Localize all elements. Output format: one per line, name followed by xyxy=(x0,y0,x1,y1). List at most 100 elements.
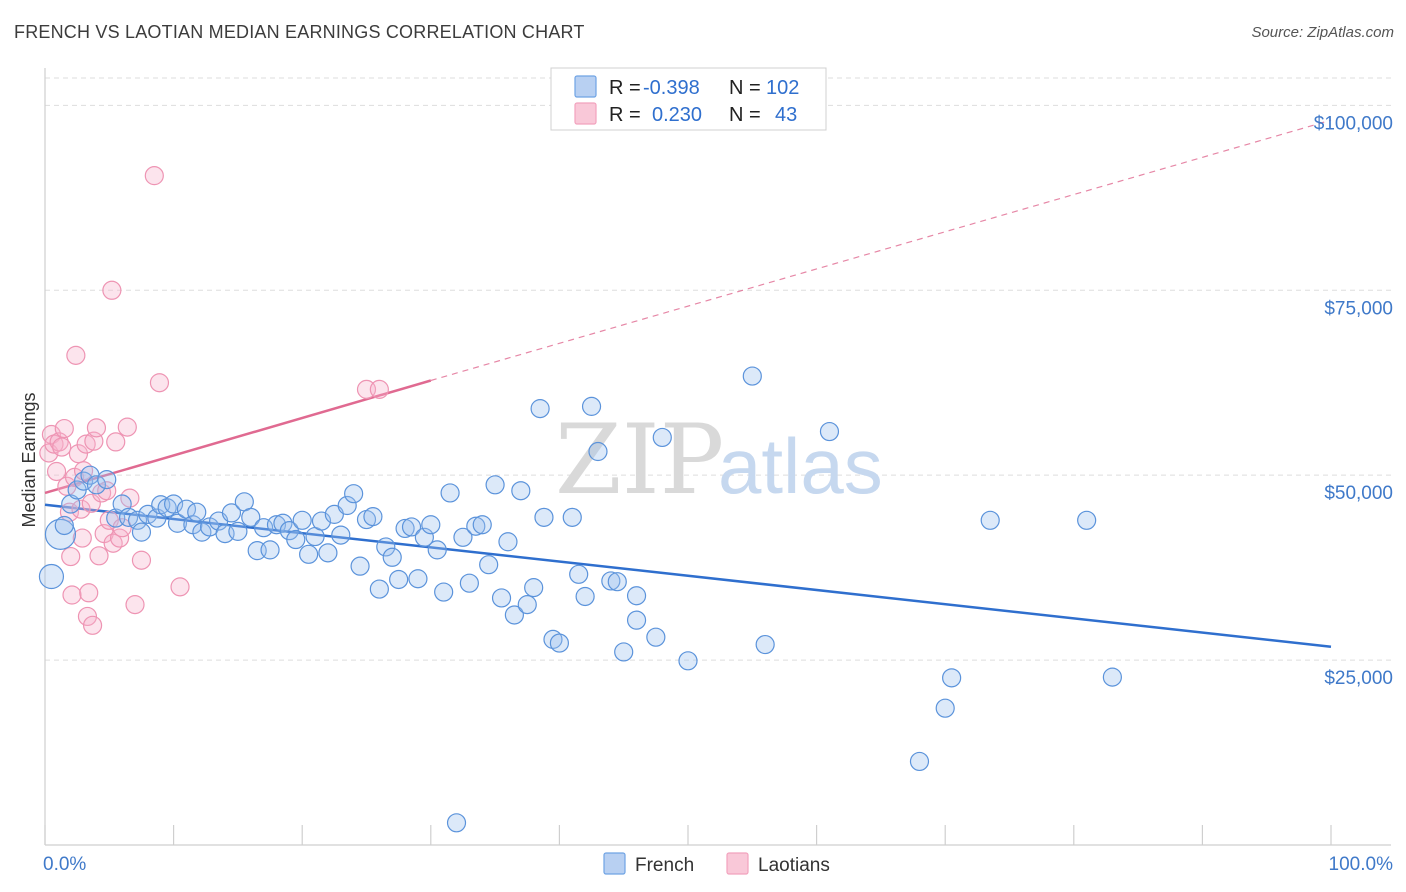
legend-r-label-french: R = xyxy=(609,77,641,99)
french-point-84 xyxy=(601,571,621,591)
french-point-30 xyxy=(241,507,261,527)
french-point-83 xyxy=(588,441,608,462)
french-point-53 xyxy=(389,569,409,590)
french-point-49 xyxy=(363,507,383,527)
french-point-97 xyxy=(942,668,962,688)
laotians-point-33 xyxy=(112,518,132,538)
french-point-60 xyxy=(434,582,454,602)
laotians-point-30 xyxy=(103,533,123,553)
series-legend: French Laotians xyxy=(603,852,830,876)
grid-lines xyxy=(45,77,1391,661)
laotians-point-38 xyxy=(144,166,164,186)
laotians-point-27 xyxy=(97,481,117,501)
laotians-point-18 xyxy=(77,606,98,627)
french-point-82 xyxy=(581,396,602,416)
french-point-50 xyxy=(369,579,389,599)
french-point-3 xyxy=(61,494,81,514)
y-tick-label-3: $100,000 xyxy=(1314,113,1393,134)
french-point-51 xyxy=(376,537,396,557)
laotians-point-39 xyxy=(149,373,170,393)
laotians-point-37 xyxy=(131,550,152,570)
french-point-73 xyxy=(517,595,537,615)
legend-swatch-french xyxy=(574,75,597,98)
laotians-point-35 xyxy=(120,488,140,508)
french-point-55 xyxy=(401,517,422,537)
french-point-80 xyxy=(569,564,589,584)
french-point-13 xyxy=(131,522,152,542)
french-point-46 xyxy=(344,484,364,504)
french-point-75 xyxy=(530,399,550,419)
french-point-79 xyxy=(562,507,582,527)
french-point-85 xyxy=(607,572,627,592)
chart-title: FRENCH VS LAOTIAN MEDIAN EARNINGS CORREL… xyxy=(14,22,585,42)
legend-r-value-laotians: 0.230 xyxy=(652,104,702,126)
french-point-2 xyxy=(54,515,74,536)
french-point-87 xyxy=(626,586,647,606)
axes xyxy=(44,68,1391,846)
french-point-89 xyxy=(646,627,666,647)
laotians-point-36 xyxy=(125,595,145,615)
french-point-42 xyxy=(318,543,338,563)
y-tick-labels: $25,000 $50,000 $75,000 $100,000 xyxy=(1314,113,1393,689)
laotians-point-24 xyxy=(89,546,109,566)
laotians-point-34 xyxy=(117,417,137,437)
french-point-44 xyxy=(331,525,351,545)
y-tick-label-0: $25,000 xyxy=(1324,668,1393,689)
french-point-74 xyxy=(524,578,544,598)
french-point-91 xyxy=(678,651,698,671)
french-point-72 xyxy=(511,481,531,501)
french-point-37 xyxy=(286,529,306,550)
laotians-point-19 xyxy=(79,583,99,603)
french-points xyxy=(38,366,1122,833)
french-trend-line xyxy=(44,503,1332,649)
laotians-point-6 xyxy=(54,418,74,439)
french-point-35 xyxy=(273,513,293,533)
french-point-39 xyxy=(299,544,319,564)
laotians-point-40 xyxy=(170,577,190,597)
legend-box xyxy=(550,67,827,131)
laotians-trend-extension xyxy=(430,119,1332,382)
french-point-38 xyxy=(292,510,312,530)
french-point-71 xyxy=(504,605,524,625)
french-point-57 xyxy=(414,527,434,547)
laotians-point-14 xyxy=(71,499,91,519)
french-point-98 xyxy=(980,510,1000,530)
french-point-95 xyxy=(909,751,930,772)
correlation-legend: R = -0.398 N = 102 R = 0.230 N = 43 xyxy=(550,67,827,131)
x-tick-label-min: 0.0% xyxy=(43,854,86,875)
french-point-64 xyxy=(459,573,479,593)
french-point-33 xyxy=(260,540,280,560)
laotians-points xyxy=(39,166,389,635)
laotians-point-3 xyxy=(46,461,67,482)
laotians-point-5 xyxy=(52,437,72,457)
laotians-point-21 xyxy=(82,615,103,635)
french-point-18 xyxy=(164,494,184,514)
french-point-96 xyxy=(935,698,955,718)
watermark-atlas: atlas xyxy=(718,422,883,510)
french-point-70 xyxy=(498,532,518,552)
x-tick-labels: 0.0% 100.0% xyxy=(43,854,1393,875)
french-point-22 xyxy=(187,502,207,522)
french-point-93 xyxy=(755,634,775,655)
laotians-point-12 xyxy=(66,345,86,365)
bottom-legend-swatch-laotians xyxy=(726,852,749,875)
x-tick-label-max: 100.0% xyxy=(1329,854,1394,875)
french-point-100 xyxy=(1102,667,1122,687)
french-point-7 xyxy=(86,475,107,495)
french-point-19 xyxy=(167,513,188,533)
french-point-68 xyxy=(485,475,505,495)
french-point-59 xyxy=(427,540,447,560)
french-point-61 xyxy=(440,483,460,503)
french-point-81 xyxy=(575,586,595,607)
legend-n-label-laotians: N = xyxy=(729,104,761,126)
french-point-92 xyxy=(742,366,762,386)
french-point-52 xyxy=(382,547,402,567)
laotians-point-15 xyxy=(72,528,92,548)
french-point-78 xyxy=(549,633,570,653)
bottom-legend-label-french: French xyxy=(635,855,694,876)
french-point-99 xyxy=(1077,510,1097,530)
french-point-66 xyxy=(472,515,492,535)
french-point-65 xyxy=(466,516,486,536)
watermark: ZIP atlas xyxy=(555,404,883,516)
